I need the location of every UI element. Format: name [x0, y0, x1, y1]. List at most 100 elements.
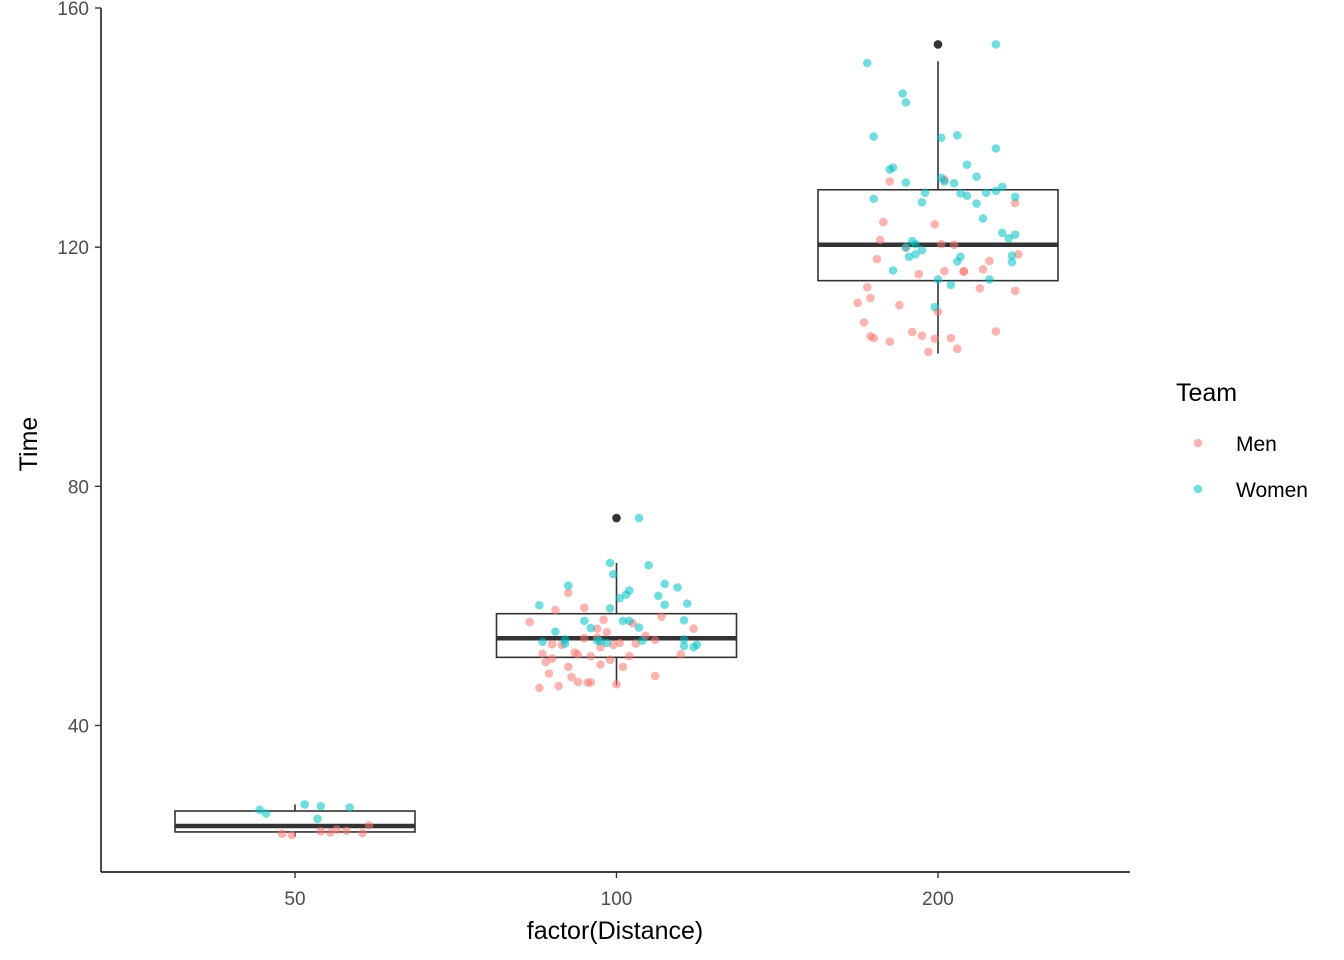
data-point — [599, 615, 608, 624]
data-point — [895, 300, 904, 310]
data-point — [618, 616, 628, 626]
data-point — [657, 612, 666, 621]
data-point — [936, 239, 946, 249]
data-point — [1004, 233, 1014, 243]
data-point — [946, 280, 956, 290]
data-point — [940, 266, 949, 276]
data-point — [869, 333, 878, 343]
data-point — [956, 252, 965, 262]
data-point — [596, 642, 605, 652]
data-point — [586, 623, 596, 633]
data-point — [605, 655, 615, 665]
data-point — [316, 801, 326, 811]
data-point — [991, 186, 1001, 196]
data-point — [596, 660, 605, 669]
data-point — [885, 177, 895, 186]
data-point — [998, 182, 1007, 192]
data-point — [991, 327, 1001, 336]
data-point — [573, 650, 583, 659]
y-tick-label: 80 — [68, 477, 89, 498]
data-point — [972, 172, 981, 181]
y-tick-label: 120 — [57, 238, 89, 259]
data-point — [605, 604, 615, 613]
legend-entry-women: Women — [1193, 479, 1308, 502]
data-point — [615, 638, 625, 648]
data-point — [586, 651, 596, 661]
data-point — [1010, 230, 1020, 239]
data-point — [625, 586, 634, 595]
data-point — [551, 605, 560, 615]
data-point — [917, 198, 927, 207]
data-point — [924, 347, 933, 357]
data-point — [567, 672, 576, 682]
boxes-layer — [174, 40, 1059, 837]
data-point — [544, 669, 554, 678]
data-point — [615, 593, 625, 603]
data-point — [692, 640, 702, 650]
data-point — [901, 98, 911, 107]
data-point — [911, 239, 920, 249]
data-point — [917, 245, 927, 255]
data-point — [560, 639, 570, 648]
data-point — [261, 809, 271, 818]
data-point — [959, 267, 969, 276]
data-point — [538, 649, 547, 659]
legend-title: Team — [1176, 379, 1237, 407]
data-point — [920, 188, 930, 198]
x-tick-label: 100 — [601, 889, 633, 910]
data-point — [602, 638, 612, 648]
data-point — [563, 662, 573, 672]
data-point — [525, 617, 534, 627]
data-point — [586, 678, 596, 687]
data-point — [949, 240, 959, 250]
data-point — [625, 651, 634, 661]
box-iqr — [817, 188, 1059, 282]
data-point — [952, 344, 962, 354]
legend-entry-men: Men — [1193, 433, 1277, 456]
data-point — [975, 284, 985, 293]
data-point — [255, 805, 264, 815]
data-point — [981, 188, 991, 198]
data-point — [869, 132, 878, 141]
data-point — [573, 677, 583, 687]
data-point — [940, 177, 949, 186]
data-point — [653, 591, 663, 601]
y-tick-label: 160 — [57, 0, 89, 20]
data-point — [862, 58, 872, 68]
data-point — [554, 681, 563, 691]
data-point — [1007, 257, 1017, 267]
x-tick-label: 50 — [284, 889, 305, 910]
data-point — [592, 624, 602, 633]
data-point — [901, 242, 911, 252]
data-point — [541, 657, 551, 667]
data-point — [978, 214, 988, 223]
data-point — [535, 601, 544, 610]
box-50 — [174, 804, 416, 837]
data-point — [888, 266, 898, 275]
data-point — [679, 641, 689, 651]
data-point — [1010, 192, 1020, 202]
data-point — [911, 250, 920, 259]
data-point — [332, 825, 342, 834]
axes-layer — [100, 8, 1130, 873]
data-point — [946, 333, 956, 343]
data-point — [907, 327, 917, 337]
legend-key — [1193, 438, 1203, 448]
data-point — [930, 334, 940, 343]
data-point — [962, 160, 972, 169]
data-point — [358, 828, 367, 838]
data-point — [1010, 286, 1020, 296]
x-tick-label: 200 — [922, 889, 954, 910]
y-axis-title: Time — [15, 417, 43, 472]
data-point — [862, 282, 872, 292]
data-point — [901, 178, 911, 187]
data-point — [866, 293, 875, 303]
data-point — [949, 178, 959, 188]
x-axis-title: factor(Distance) — [527, 917, 703, 945]
data-point — [313, 814, 322, 824]
data-point — [535, 683, 544, 693]
data-point — [580, 603, 589, 613]
data-point — [608, 569, 618, 579]
data-point — [972, 199, 981, 208]
